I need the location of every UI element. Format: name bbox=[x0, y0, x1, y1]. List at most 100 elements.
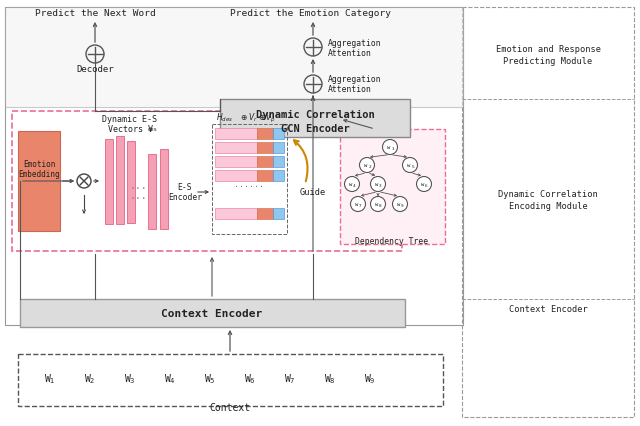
Text: Dynamic E-S: Dynamic E-S bbox=[102, 115, 157, 124]
Bar bbox=[148, 155, 156, 230]
Circle shape bbox=[403, 158, 417, 173]
Text: w: w bbox=[408, 163, 411, 168]
Bar bbox=[220, 100, 410, 138]
Text: $V_p$: $V_p$ bbox=[265, 111, 275, 124]
Text: 9: 9 bbox=[401, 204, 404, 208]
Bar bbox=[273, 208, 284, 219]
Text: ...: ... bbox=[129, 190, 147, 201]
Text: E-S: E-S bbox=[178, 183, 192, 192]
Circle shape bbox=[417, 177, 431, 192]
Text: w: w bbox=[349, 182, 353, 187]
Text: w: w bbox=[376, 182, 379, 187]
Text: 8: 8 bbox=[379, 204, 382, 208]
Bar bbox=[257, 157, 273, 167]
Bar bbox=[462, 8, 634, 417]
Bar bbox=[257, 129, 273, 140]
Bar bbox=[18, 132, 60, 231]
Text: $\oplus$: $\oplus$ bbox=[240, 113, 248, 122]
Bar bbox=[340, 130, 445, 245]
Text: W$_7$: W$_7$ bbox=[284, 371, 296, 385]
Text: GCN Encoder: GCN Encoder bbox=[280, 124, 349, 134]
Text: w: w bbox=[376, 202, 379, 207]
Bar bbox=[273, 170, 284, 181]
Text: Context Encoder: Context Encoder bbox=[509, 305, 588, 314]
Bar bbox=[18, 354, 443, 406]
Text: 1: 1 bbox=[391, 147, 394, 151]
Text: W$_3$: W$_3$ bbox=[124, 371, 136, 385]
Text: W$_9$: W$_9$ bbox=[364, 371, 376, 385]
Text: Encoding Module: Encoding Module bbox=[509, 202, 588, 211]
Text: $\oplus$: $\oplus$ bbox=[258, 113, 266, 122]
Text: 2: 2 bbox=[368, 165, 371, 169]
Text: Attention: Attention bbox=[328, 49, 372, 58]
Circle shape bbox=[360, 158, 374, 173]
Bar bbox=[5, 8, 463, 108]
Text: ......: ...... bbox=[234, 180, 264, 189]
Bar bbox=[273, 157, 284, 167]
Text: W$_5$: W$_5$ bbox=[204, 371, 216, 385]
Text: w: w bbox=[397, 202, 401, 207]
Circle shape bbox=[392, 197, 408, 212]
Text: w: w bbox=[364, 163, 367, 168]
Text: 7: 7 bbox=[359, 204, 362, 208]
Circle shape bbox=[344, 177, 360, 192]
Text: Vectors V: Vectors V bbox=[108, 125, 152, 134]
Bar bbox=[20, 299, 405, 327]
Bar bbox=[5, 8, 463, 325]
Text: 3: 3 bbox=[379, 184, 382, 188]
Text: 6: 6 bbox=[425, 184, 428, 188]
Bar bbox=[212, 125, 287, 234]
Bar bbox=[12, 112, 402, 251]
Text: Dynamic Correlation: Dynamic Correlation bbox=[255, 110, 374, 120]
Text: W$_4$: W$_4$ bbox=[164, 371, 176, 385]
Text: des: des bbox=[148, 127, 157, 132]
Text: W$_1$: W$_1$ bbox=[44, 371, 56, 385]
Text: Guide: Guide bbox=[300, 188, 326, 197]
Bar bbox=[257, 208, 273, 219]
Text: Dynamic Correlation: Dynamic Correlation bbox=[498, 190, 598, 199]
FancyArrowPatch shape bbox=[294, 141, 308, 182]
Text: w: w bbox=[387, 145, 390, 150]
Text: Context: Context bbox=[209, 402, 251, 412]
Text: $V_r$: $V_r$ bbox=[248, 112, 258, 124]
Text: Predict the Next Word: Predict the Next Word bbox=[35, 9, 156, 18]
Bar bbox=[215, 129, 257, 140]
Bar bbox=[105, 140, 113, 225]
Bar bbox=[215, 170, 257, 181]
Text: W$_8$: W$_8$ bbox=[324, 371, 336, 385]
Text: Predicting Module: Predicting Module bbox=[504, 58, 593, 66]
Bar bbox=[215, 208, 257, 219]
Bar bbox=[273, 129, 284, 140]
Bar bbox=[160, 150, 168, 230]
Text: Embedding: Embedding bbox=[18, 170, 60, 179]
Text: W$_6$: W$_6$ bbox=[244, 371, 256, 385]
Text: Aggregation: Aggregation bbox=[328, 38, 381, 47]
Text: w: w bbox=[421, 182, 424, 187]
Text: Context Encoder: Context Encoder bbox=[161, 308, 262, 318]
Bar bbox=[257, 143, 273, 154]
Circle shape bbox=[351, 197, 365, 212]
Text: Encoder: Encoder bbox=[168, 193, 202, 202]
Text: Decoder: Decoder bbox=[76, 64, 114, 73]
Text: Attention: Attention bbox=[328, 85, 372, 94]
Text: W$_2$: W$_2$ bbox=[84, 371, 96, 385]
Bar bbox=[127, 142, 135, 224]
Circle shape bbox=[371, 197, 385, 212]
Bar bbox=[257, 170, 273, 181]
Circle shape bbox=[371, 177, 385, 192]
Text: ...: ... bbox=[129, 181, 147, 190]
Bar bbox=[116, 137, 124, 225]
Text: 4: 4 bbox=[353, 184, 356, 188]
Bar bbox=[215, 143, 257, 154]
Text: Predict the Emotion Category: Predict the Emotion Category bbox=[230, 9, 390, 18]
Text: Emotion: Emotion bbox=[23, 160, 55, 169]
Circle shape bbox=[383, 140, 397, 155]
Text: Aggregation: Aggregation bbox=[328, 74, 381, 83]
Bar bbox=[215, 157, 257, 167]
Text: $H_{des}$: $H_{des}$ bbox=[216, 112, 233, 124]
Text: Emotion and Response: Emotion and Response bbox=[495, 46, 600, 55]
Text: Dependency Tree: Dependency Tree bbox=[355, 237, 429, 246]
Bar bbox=[273, 143, 284, 154]
Text: 5: 5 bbox=[411, 165, 414, 169]
Text: w: w bbox=[355, 202, 358, 207]
